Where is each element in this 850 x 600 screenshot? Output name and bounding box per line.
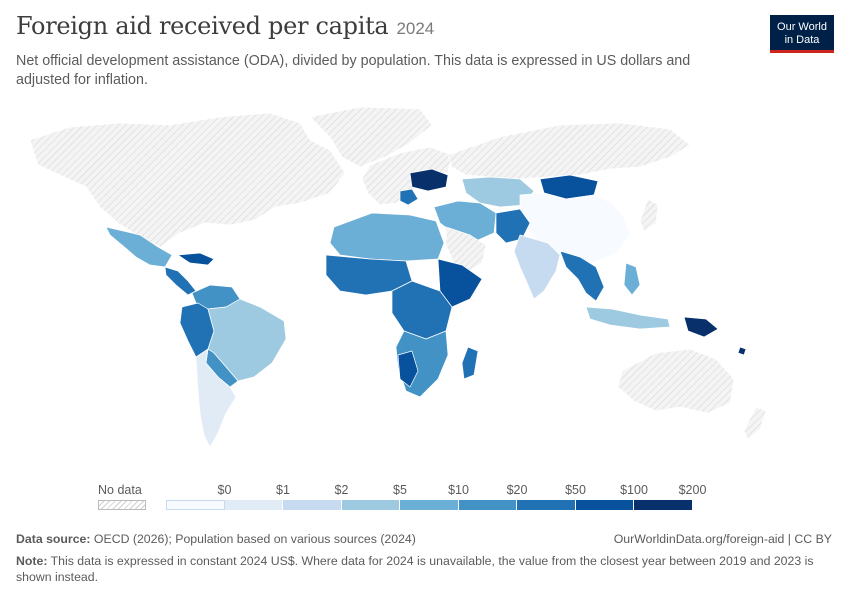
legend-tick-label: $10 bbox=[448, 483, 469, 497]
world-map[interactable] bbox=[0, 95, 850, 475]
region-russia[interactable] bbox=[447, 122, 691, 180]
legend-no-data-swatch[interactable] bbox=[98, 500, 146, 510]
legend-tick-label: $20 bbox=[506, 483, 528, 497]
logo-line-1: Our World bbox=[777, 21, 827, 33]
legend-bin[interactable] bbox=[575, 500, 634, 510]
legend-bin[interactable] bbox=[517, 500, 576, 510]
legend-bin[interactable] bbox=[283, 500, 342, 510]
legend-tick-label: $200 bbox=[678, 483, 707, 497]
region-north-america[interactable] bbox=[29, 112, 346, 248]
chart-subtitle: Net official development assistance (ODA… bbox=[16, 53, 691, 88]
region-japan[interactable] bbox=[639, 198, 659, 232]
legend-bin[interactable] bbox=[458, 500, 517, 510]
region-philippines[interactable] bbox=[623, 262, 641, 296]
region-papua-new-guinea[interactable] bbox=[683, 316, 719, 338]
region-indonesia[interactable] bbox=[585, 306, 671, 330]
source-text: OECD (2026); Population based on various… bbox=[93, 532, 416, 546]
region-pacific-islands[interactable] bbox=[737, 346, 747, 356]
region-madagascar[interactable] bbox=[461, 346, 479, 380]
region-ukraine[interactable] bbox=[409, 168, 449, 192]
logo-accent-bar bbox=[770, 50, 834, 53]
legend-bin[interactable] bbox=[224, 500, 283, 510]
region-middle-east[interactable] bbox=[433, 200, 497, 242]
region-mexico[interactable] bbox=[105, 226, 173, 268]
credit-link[interactable]: OurWorldinData.org/foreign-aid | CC BY bbox=[613, 532, 832, 546]
legend-tick-label: $1 bbox=[276, 483, 290, 497]
owid-logo[interactable]: Our World in Data bbox=[770, 15, 834, 53]
region-north-africa[interactable] bbox=[329, 212, 445, 262]
legend-tick-label: $2 bbox=[334, 483, 349, 497]
map-legend: No data $0 $1 $2 $5 $10 $20 $50 $100 $200 bbox=[0, 478, 850, 518]
logo-line-2: in Data bbox=[784, 34, 820, 46]
source-label: Data source: bbox=[16, 532, 91, 546]
legend-no-data-label: No data bbox=[98, 483, 142, 497]
legend-bin[interactable] bbox=[341, 500, 400, 510]
source-line: Data source: OECD (2026); Population bas… bbox=[16, 532, 416, 546]
region-australia[interactable] bbox=[617, 348, 735, 414]
region-southern-cone[interactable] bbox=[195, 348, 237, 448]
region-india[interactable] bbox=[513, 234, 561, 300]
chart-year: 2024 bbox=[396, 19, 435, 38]
region-new-zealand[interactable] bbox=[743, 406, 767, 440]
legend-tick-label: $5 bbox=[393, 483, 407, 497]
legend-bin[interactable] bbox=[634, 500, 693, 510]
note-text: This data is expressed in constant 2024 … bbox=[16, 554, 814, 584]
region-balkans[interactable] bbox=[399, 188, 419, 206]
region-mainland-southeast-asia[interactable] bbox=[559, 250, 605, 302]
legend-tick-label: $100 bbox=[620, 483, 648, 497]
region-arabia[interactable] bbox=[445, 226, 487, 274]
legend-bin[interactable] bbox=[166, 500, 225, 510]
region-caribbean[interactable] bbox=[177, 252, 215, 266]
chart-header: Foreign aid received per capita 2024 bbox=[16, 12, 434, 40]
note-label: Note: bbox=[16, 554, 48, 568]
legend-bin[interactable] bbox=[400, 500, 459, 510]
legend-tick-label: $0 bbox=[217, 483, 232, 497]
region-central-america[interactable] bbox=[164, 266, 197, 296]
region-namibia-botswana[interactable] bbox=[397, 350, 419, 388]
region-greenland[interactable] bbox=[309, 106, 433, 168]
note-line: Note: This data is expressed in constant… bbox=[16, 553, 816, 585]
legend-tick-label: $50 bbox=[565, 483, 586, 497]
chart-title: Foreign aid received per capita bbox=[16, 12, 389, 40]
